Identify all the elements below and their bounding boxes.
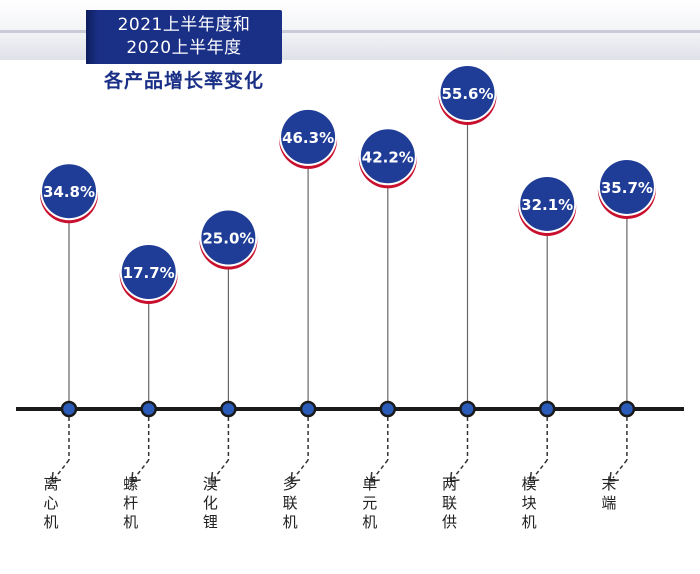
axis-dot	[459, 400, 476, 418]
arrow-head-icon	[290, 471, 301, 482]
header-rule	[0, 30, 700, 33]
dashed-pointer-line	[54, 459, 70, 479]
dashed-pointer-line	[612, 459, 628, 479]
bubble-group-5: 55.6%	[438, 64, 497, 482]
arrow-head-icon	[370, 471, 380, 482]
category-label: 螺杆机	[123, 475, 139, 531]
axis-dot	[140, 400, 157, 418]
arrow-head-icon	[529, 471, 540, 482]
bubble	[121, 245, 176, 299]
value-label: 32.1%	[521, 196, 573, 214]
value-label: 46.3%	[282, 129, 334, 147]
bubble-group-4: 42.2%	[358, 127, 417, 482]
axis-dot	[220, 400, 237, 418]
bubble-group-6: 32.1%	[518, 174, 577, 482]
bubble-group-7: 35.7%	[597, 157, 656, 482]
value-label: 34.8%	[43, 183, 95, 201]
bubble	[440, 66, 495, 120]
axis-dot	[618, 400, 636, 418]
bubble-group-2: 25.0%	[199, 208, 258, 482]
arrow-head-icon	[609, 471, 619, 482]
title-box: 2021上半年度和 2020上半年度	[86, 10, 282, 64]
category-label: 单元机	[362, 475, 378, 531]
axis-dot	[60, 400, 78, 418]
bubble	[599, 159, 654, 214]
category-label: 模块机	[521, 475, 537, 531]
category-label: 两联供	[441, 475, 457, 531]
bubble	[201, 210, 256, 265]
title-line-2: 2020上半年度	[126, 38, 242, 58]
category-label: 溴化锂	[202, 475, 218, 531]
dashed-pointer-line	[452, 459, 469, 479]
bubble	[520, 176, 575, 231]
dashed-pointer-line	[532, 459, 548, 479]
value-label: 17.7%	[123, 264, 175, 282]
value-label: 42.2%	[362, 148, 414, 166]
title-line-1: 2021上半年度和	[117, 15, 251, 35]
arrow-head-icon	[130, 471, 141, 482]
category-label: 离心机	[43, 475, 59, 531]
chart-marks: 34.8% 17.7% 25.0% 46.3% 42.2% 55.6% 32.1% 35.7%	[40, 64, 656, 482]
dashed-pointer-line	[213, 459, 229, 479]
category-label: 多联机	[282, 475, 298, 531]
title-box-bevel	[86, 10, 98, 64]
arrow-head-icon	[449, 471, 460, 482]
axis-dot	[299, 400, 317, 418]
arrow-head-icon	[51, 471, 62, 482]
chart-subtitle: 各产品增长率变化	[103, 70, 264, 92]
value-label: 35.7%	[601, 179, 653, 197]
bubble-group-3: 46.3%	[279, 107, 338, 482]
bubble	[281, 109, 336, 164]
category-label: 末端	[601, 475, 617, 512]
dashed-pointer-line	[373, 459, 389, 479]
value-label: 25.0%	[202, 230, 254, 248]
dashed-pointer-line	[293, 459, 309, 479]
bubble	[360, 129, 415, 184]
axis-dot	[379, 400, 397, 418]
axis-dot	[538, 400, 556, 418]
bubble-group-1: 17.7%	[119, 243, 178, 482]
dashed-pointer-line	[134, 459, 150, 479]
value-label: 55.6%	[441, 85, 493, 103]
bubble	[42, 164, 96, 219]
arrow-head-icon	[210, 471, 221, 482]
bubble-group-0: 34.8%	[40, 162, 98, 482]
